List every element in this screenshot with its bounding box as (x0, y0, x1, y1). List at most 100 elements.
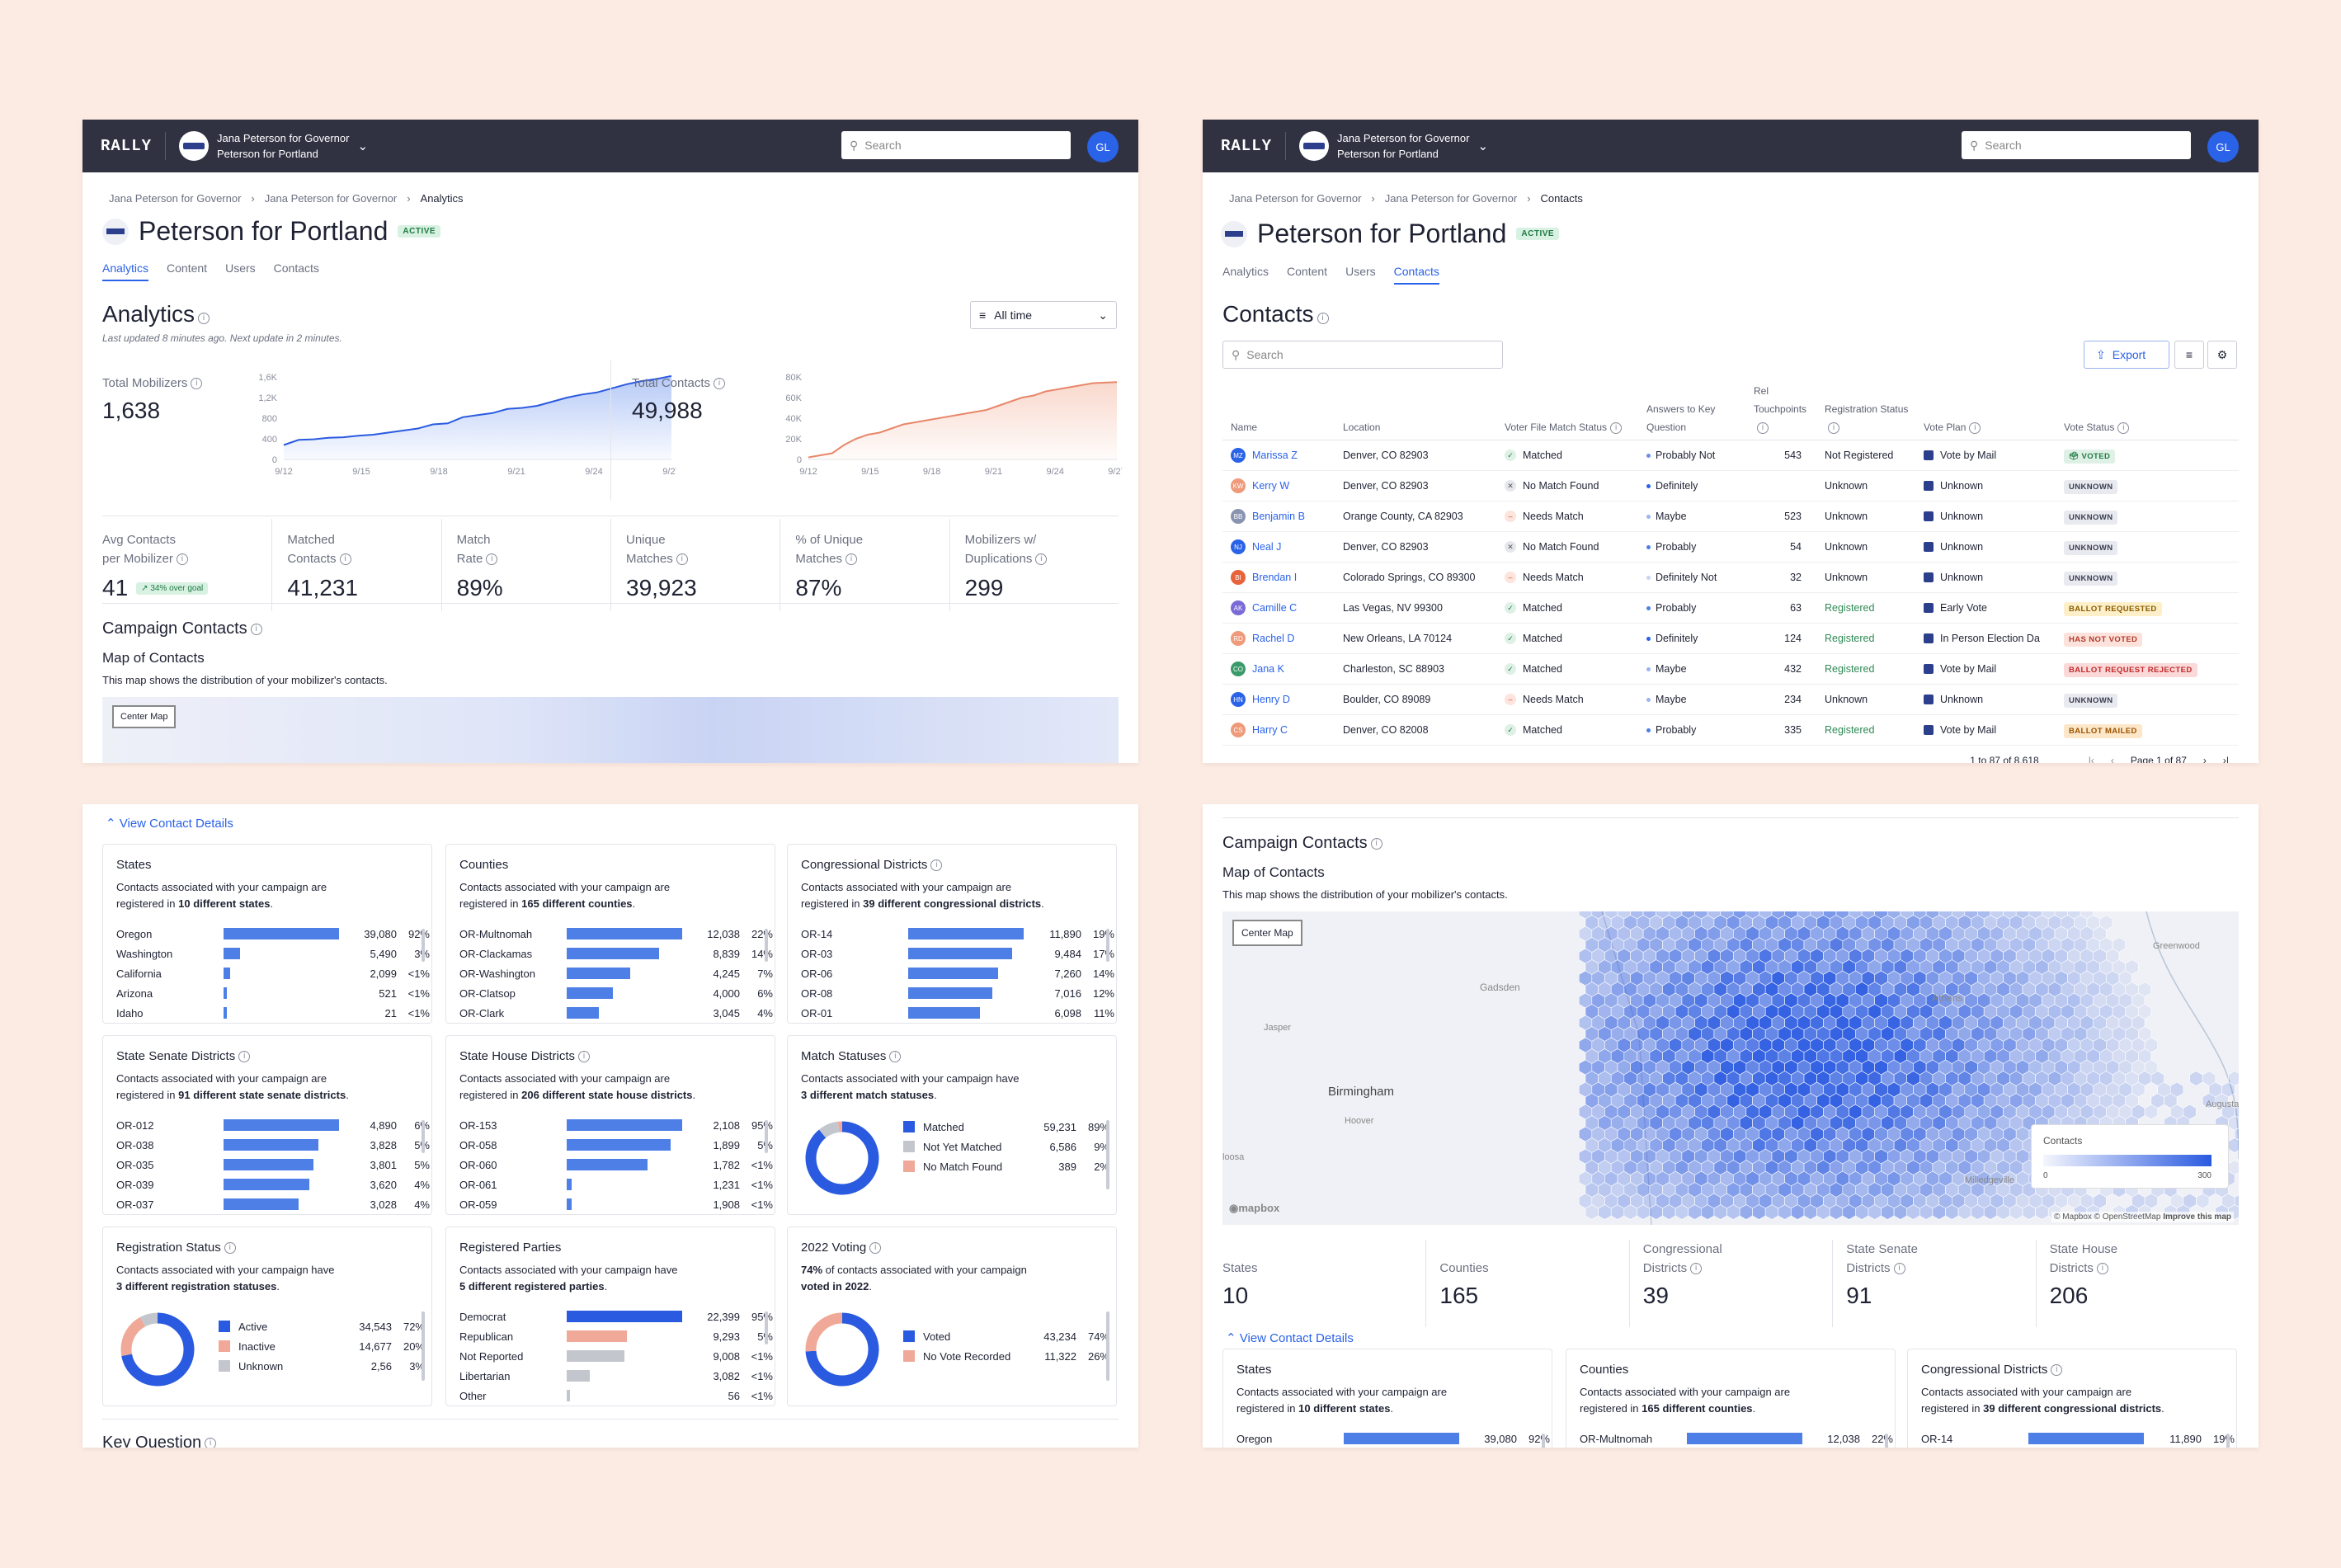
bar-row[interactable]: OR-01 6,098 11% (801, 1005, 1114, 1021)
legend-item[interactable]: Unknown 2,56 3% (219, 1358, 425, 1374)
col-registration[interactable]: Registration Status i (1816, 382, 1915, 440)
info-icon[interactable]: i (1370, 837, 1382, 850)
chevron-down-icon[interactable]: ⌄ (357, 139, 369, 153)
bar-row[interactable]: OR-Clark 3,045 4% (459, 1005, 773, 1021)
org-switcher[interactable]: Jana Peterson for Governor Peterson for P… (1337, 130, 1469, 162)
improve-map-link[interactable]: Improve this map (2163, 1212, 2231, 1222)
org-switcher[interactable]: Jana Peterson for Governor Peterson for P… (217, 130, 349, 162)
tab-users[interactable]: Users (225, 261, 256, 275)
scrollbar[interactable] (765, 929, 768, 962)
legend-item[interactable]: Matched 59,231 89% (903, 1118, 1109, 1135)
table-row[interactable]: BI Brendan I Colorado Springs, CO 89300– Ne… (1222, 562, 2239, 593)
brand-logo[interactable]: RALLY (101, 132, 167, 160)
bar-row[interactable]: OR-14 11,890 19% (801, 925, 1114, 942)
col-key-question[interactable]: Answers to Key Question (1638, 382, 1745, 440)
prev-page-icon[interactable]: ‹ (2110, 755, 2114, 763)
breadcrumb-item[interactable]: Jana Peterson for Governor (264, 192, 398, 205)
contacts-map-preview[interactable]: Center Map (102, 697, 1119, 763)
donut-slice[interactable] (805, 1312, 879, 1387)
bar-row[interactable]: OR-Washington 4,245 7% (459, 965, 773, 982)
scrollbar[interactable] (422, 1120, 425, 1153)
bar-row[interactable]: OR-012 4,8906% (116, 1117, 430, 1133)
info-icon[interactable]: i (250, 623, 262, 635)
legend-item[interactable]: No Vote Recorded 11,322 26% (903, 1348, 1109, 1364)
contact-link[interactable]: NJ Neal J (1231, 539, 1330, 554)
bar-row[interactable]: Oregon 39,080 92% (116, 925, 430, 942)
legend-item[interactable]: No Match Found 389 2% (903, 1158, 1109, 1175)
col-match-status[interactable]: Voter File Match Status i (1496, 382, 1638, 440)
filter-button[interactable]: ≡ (2174, 341, 2204, 369)
info-icon[interactable]: i (198, 312, 210, 324)
info-icon[interactable]: i (2051, 1364, 2063, 1377)
contact-link[interactable]: BB Benjamin B (1231, 509, 1330, 524)
bar-row[interactable]: OR-058 1,8995% (459, 1137, 773, 1153)
table-row[interactable]: KW Kerry W Denver, CO 82903 ✕ No Match Found… (1222, 470, 2239, 501)
donut-slice[interactable] (120, 1312, 195, 1387)
scrollbar[interactable] (765, 1120, 768, 1153)
bar-row[interactable]: Washington 5,4903% (116, 945, 430, 962)
bar-row[interactable]: OR-153 2,108 95% (459, 1117, 773, 1133)
map-attribution[interactable]: © Mapbox © OpenStreetMap Improve this ma… (2051, 1212, 2234, 1222)
contacts-map[interactable]: Center Map Birmingham Gadsden Athens Gre… (1222, 911, 2239, 1225)
global-search-input[interactable]: ⚲ Search (841, 131, 1071, 159)
scrollbar[interactable] (1542, 1434, 1545, 1448)
scrollbar[interactable] (1106, 1311, 1109, 1381)
contact-link[interactable]: KW Kerry W (1231, 478, 1330, 493)
scrollbar[interactable] (1885, 1434, 1888, 1448)
scrollbar[interactable] (2226, 1434, 2230, 1448)
bar-row[interactable]: Arizona 521 <1% (116, 985, 430, 1001)
contact-link[interactable]: HN Henry D (1231, 692, 1330, 707)
info-icon[interactable]: i (1690, 1263, 1703, 1275)
global-search-input[interactable]: ⚲ Search (1962, 131, 2191, 159)
info-icon[interactable]: i (176, 553, 188, 566)
bar-row[interactable]: OR-061 1,231 <1% (459, 1176, 773, 1193)
info-icon[interactable]: i (1317, 312, 1329, 324)
view-contact-details-toggle[interactable]: ⌃ View Contact Details (106, 816, 233, 831)
breadcrumb-item[interactable]: Jana Peterson for Governor (1229, 192, 1362, 205)
bar-row[interactable]: OR-Multnomah 12,038 22% (459, 925, 773, 942)
tab-contacts[interactable]: Contacts (1393, 265, 1439, 285)
col-touchpoints[interactable]: Rel Touchpoints i (1745, 382, 1816, 440)
tab-content[interactable]: Content (1287, 265, 1328, 278)
bar-row[interactable]: OR-08 7,016 12% (801, 985, 1114, 1001)
donut-slice[interactable] (805, 1121, 879, 1195)
scrollbar[interactable] (422, 1311, 425, 1381)
scrollbar[interactable] (1106, 1120, 1109, 1189)
chevron-down-icon[interactable]: ⌄ (1477, 139, 1489, 153)
bar-row[interactable]: OR-14 11,890 19% (1921, 1430, 2235, 1447)
table-row[interactable]: CS Harry C Denver, CO 82008 ✓ Matched Probabl… (1222, 714, 2239, 746)
legend-item[interactable]: Active 34,543 72% (219, 1318, 425, 1335)
bar-row[interactable]: Not Reported 9,008 <1% (459, 1348, 773, 1364)
info-icon[interactable]: i (191, 378, 203, 390)
info-icon[interactable]: i (339, 553, 351, 566)
info-icon[interactable]: i (845, 553, 858, 566)
bar-row[interactable]: Idaho 21 <1% (116, 1005, 430, 1021)
bar-row[interactable]: Oregon 39,080 92% (1236, 1430, 1550, 1447)
view-contact-details-toggle[interactable]: ⌃ View Contact Details (1226, 1330, 1354, 1345)
info-icon[interactable]: i (930, 859, 943, 872)
breadcrumb-item[interactable]: Jana Peterson for Governor (1384, 192, 1518, 205)
col-location[interactable]: Location (1335, 382, 1496, 440)
col-vote-status[interactable]: Vote Status i (2056, 382, 2239, 440)
info-icon[interactable]: i (578, 1051, 591, 1063)
bar-row[interactable]: OR-059 1,908 <1% (459, 1196, 773, 1212)
bar-row[interactable]: OR-06 7,260 14% (801, 965, 1114, 982)
bar-row[interactable]: OR-037 3,028 4% (116, 1196, 430, 1212)
scrollbar[interactable] (1106, 929, 1109, 962)
table-row[interactable]: HN Henry D Boulder, CO 89089– Needs Match Ma… (1222, 684, 2239, 715)
last-page-icon[interactable]: ›| (2222, 755, 2229, 763)
bar-row[interactable]: OR-Clatsop 4,000 6% (459, 985, 773, 1001)
next-page-icon[interactable]: › (2202, 755, 2207, 763)
info-icon[interactable]: i (205, 1437, 217, 1448)
tab-contacts[interactable]: Contacts (273, 261, 319, 275)
bar-row[interactable]: Democrat 22,399 95% (459, 1308, 773, 1325)
donut-slice[interactable] (805, 1121, 879, 1195)
contacts-search-input[interactable]: ⚲ Search (1222, 341, 1503, 369)
export-button[interactable]: ⇪ Export (2084, 341, 2169, 369)
table-row[interactable]: MZ Marissa Z Denver, CO 82903 ✓ Matched Proba… (1222, 440, 2239, 471)
breadcrumb-item[interactable]: Jana Peterson for Governor (109, 192, 242, 205)
info-icon[interactable]: i (676, 553, 688, 566)
tab-content[interactable]: Content (167, 261, 208, 275)
contact-link[interactable]: RD Rachel D (1231, 631, 1330, 646)
legend-item[interactable]: Not Yet Matched 6,586 9% (903, 1138, 1109, 1155)
